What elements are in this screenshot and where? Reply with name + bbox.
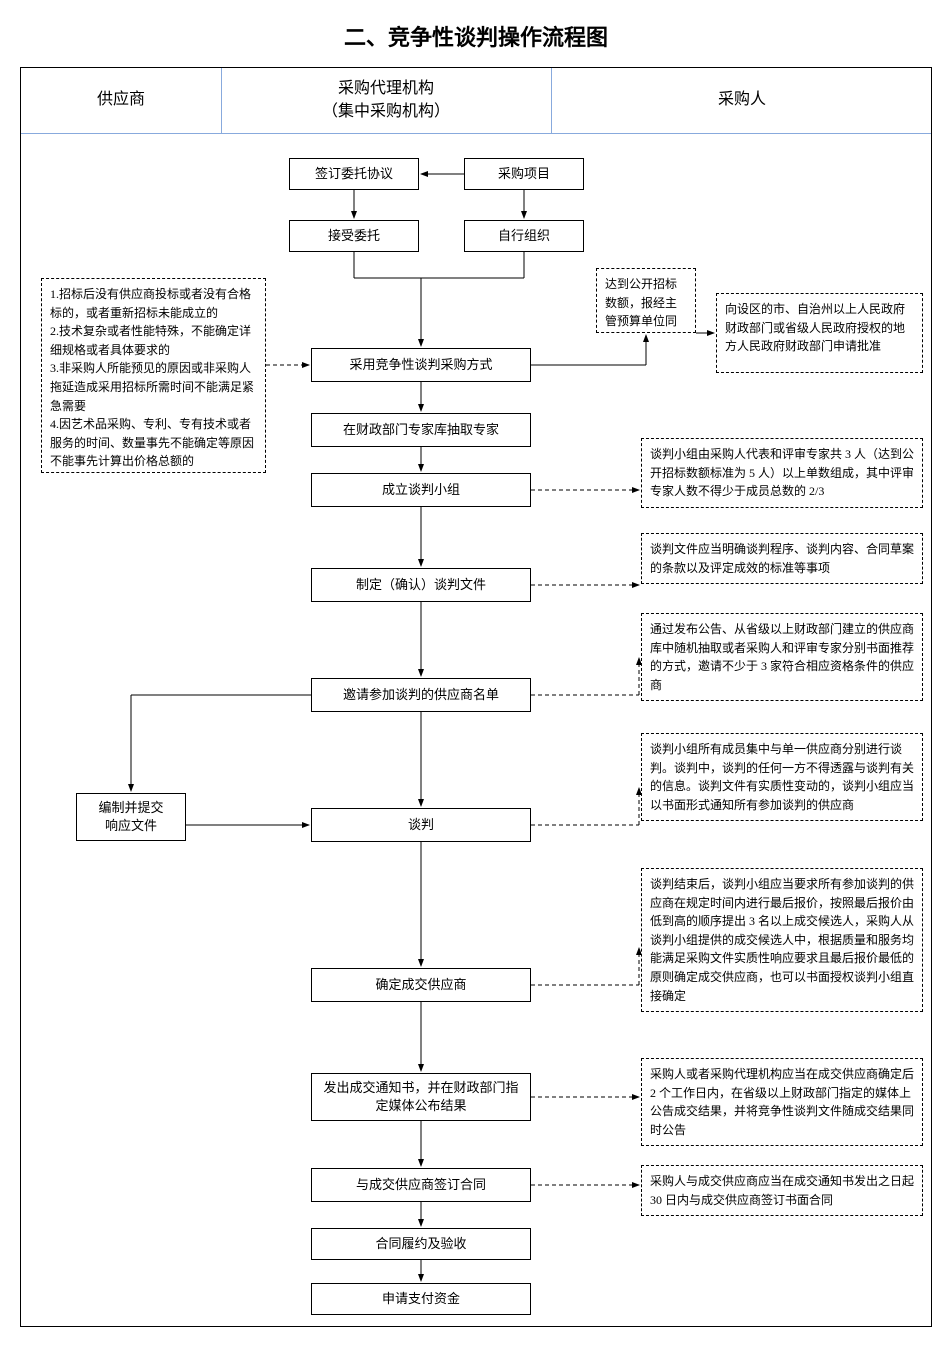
lane-supplier: 供应商 xyxy=(21,68,221,133)
note-approval: 向设区的市、自治州以上人民政府财政部门或省级人民政府授权的地方人民政府财政部门申… xyxy=(716,293,923,373)
node-determine-winner: 确定成交供应商 xyxy=(311,968,531,1002)
note-document-content: 谈判文件应当明确谈判程序、谈判内容、合同草案的条款以及评定成效的标准等事项 xyxy=(641,533,923,584)
lane-divider-v2 xyxy=(551,68,552,133)
note-negotiation-rules: 谈判小组所有成员集中与单一供应商分别进行谈判。谈判中，谈判的任何一方不得透露与谈… xyxy=(641,733,923,821)
note-winner-rules: 谈判结束后，谈判小组应当要求所有参加谈判的供应商在规定时间内进行最后报价，按照最… xyxy=(641,868,923,1012)
node-draft-documents: 制定（确认）谈判文件 xyxy=(311,568,531,602)
flowchart-diagram: 供应商 采购代理机构 （集中采购机构） 采购人 xyxy=(20,67,932,1327)
node-publish-notice: 发出成交通知书，并在财政部门指定媒体公布结果 xyxy=(311,1073,531,1121)
lane-agency: 采购代理机构 （集中采购机构） xyxy=(221,68,551,133)
node-sign-agreement: 签订委托协议 xyxy=(289,158,419,190)
node-perform-accept: 合同履约及验收 xyxy=(311,1228,531,1260)
node-self-organize: 自行组织 xyxy=(464,220,584,252)
node-invite-suppliers: 邀请参加谈判的供应商名单 xyxy=(311,678,531,712)
node-apply-payment: 申请支付资金 xyxy=(311,1283,531,1315)
note-threshold: 达到公开招标数额，报经主管预算单位同 xyxy=(596,268,696,333)
node-adopt-method: 采用竞争性谈判采购方式 xyxy=(311,348,531,382)
node-sign-contract: 与成交供应商签订合同 xyxy=(311,1168,531,1202)
node-negotiate: 谈判 xyxy=(311,808,531,842)
node-accept-commission: 接受委托 xyxy=(289,220,419,252)
node-extract-experts: 在财政部门专家库抽取专家 xyxy=(311,413,531,447)
lane-purchaser: 采购人 xyxy=(551,68,933,133)
note-contract-deadline: 采购人与成交供应商应当在成交通知书发出之日起 30 日内与成交供应商签订书面合同 xyxy=(641,1165,923,1216)
node-form-group: 成立谈判小组 xyxy=(311,473,531,507)
note-group-composition: 谈判小组由采购人代表和评审专家共 3 人（达到公开招标数额标准为 5 人）以上单… xyxy=(641,438,923,508)
node-supplier-response: 编制并提交 响应文件 xyxy=(76,793,186,841)
note-publish-rules: 采购人或者采购代理机构应当在成交供应商确定后 2 个工作日内，在省级以上财政部门… xyxy=(641,1058,923,1146)
note-invitation-method: 通过发布公告、从省级以上财政部门建立的供应商库中随机抽取或者采购人和评审专家分别… xyxy=(641,613,923,701)
node-procurement-project: 采购项目 xyxy=(464,158,584,190)
page-title: 二、竞争性谈判操作流程图 xyxy=(20,20,932,52)
note-conditions-left: 1.招标后没有供应商投标或者没有合格标的，或者重新招标未能成立的 2.技术复杂或… xyxy=(41,278,266,473)
lane-divider-v1 xyxy=(221,68,222,133)
lane-divider-h xyxy=(21,133,931,134)
